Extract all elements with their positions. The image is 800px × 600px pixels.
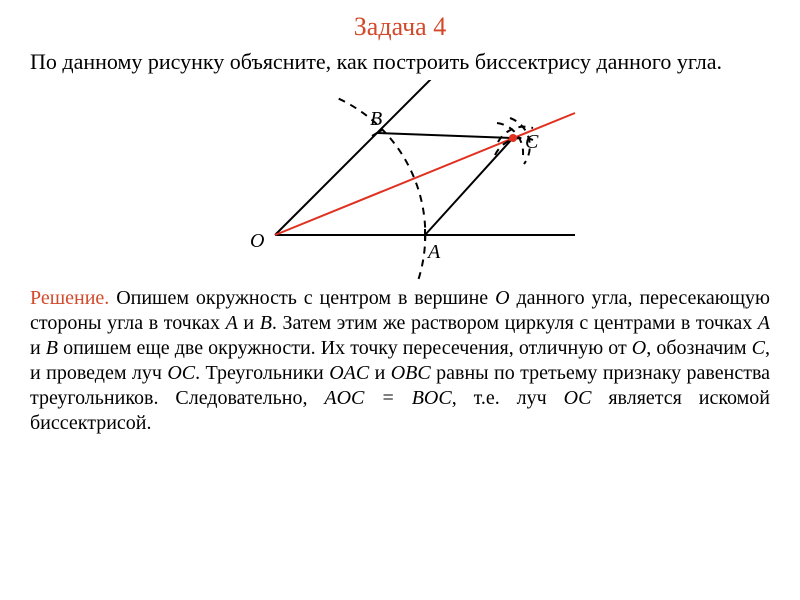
label-B: B bbox=[370, 108, 382, 130]
ray-OB bbox=[275, 80, 435, 235]
label-C: C bbox=[525, 131, 539, 153]
angle-bisector-diagram: O A B C bbox=[220, 80, 580, 280]
figure-container: O A B C bbox=[30, 80, 770, 280]
task-title: Задача 4 bbox=[30, 12, 770, 42]
segment-AC bbox=[425, 138, 513, 235]
problem-text: По данному рисунку объясните, как постро… bbox=[30, 48, 770, 76]
solution-body: Опишем окружность с центром в вершине O … bbox=[30, 287, 770, 434]
point-C-dot bbox=[509, 134, 517, 142]
page: Задача 4 По данному рисунку объясните, к… bbox=[0, 0, 800, 446]
solution-text: Решение. Опишем окружность с центром в в… bbox=[30, 286, 770, 436]
segment-BC bbox=[377, 133, 513, 138]
label-O: O bbox=[250, 230, 264, 252]
label-A: A bbox=[426, 241, 441, 263]
solution-lead: Решение. bbox=[30, 287, 109, 309]
